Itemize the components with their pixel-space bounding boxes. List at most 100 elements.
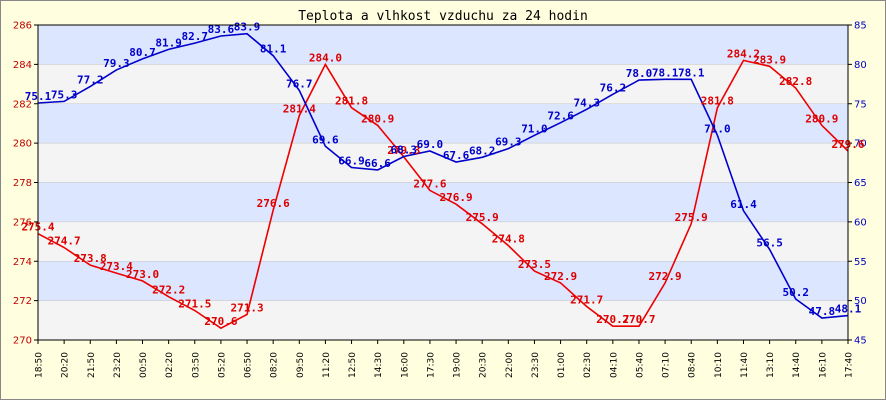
x-tick-label: 17:30 (426, 352, 436, 378)
x-tick-label: 10:10 (714, 352, 724, 378)
x-tick-label: 08:40 (688, 352, 698, 378)
red-data-label: 284.2 (727, 47, 760, 60)
blue-data-label: 81.9 (155, 36, 182, 49)
blue-data-label: 83.9 (234, 21, 261, 34)
x-tick-label: 16:00 (400, 352, 410, 378)
left-tick-label: 274 (13, 257, 32, 268)
left-tick-label: 284 (13, 60, 32, 71)
blue-data-label: 68.3 (391, 144, 418, 157)
x-tick-label: 09:50 (296, 352, 306, 378)
red-data-label: 283.9 (753, 53, 786, 66)
red-data-label: 280.9 (361, 112, 394, 125)
red-data-label: 277.6 (413, 177, 446, 190)
blue-data-label: 72.6 (547, 110, 574, 123)
right-tick-label: 55 (854, 257, 867, 268)
right-tick-label: 85 (854, 21, 867, 32)
red-data-label: 281.8 (335, 95, 368, 108)
x-tick-label: 08:20 (270, 352, 280, 378)
red-data-label: 272.2 (152, 284, 185, 297)
left-tick-label: 286 (13, 21, 32, 32)
red-data-label: 270.7 (622, 313, 655, 326)
x-tick-label: 03:50 (191, 352, 201, 378)
x-tick-label: 17:40 (845, 352, 855, 378)
red-data-label: 281.8 (701, 95, 734, 108)
right-tick-label: 80 (854, 60, 867, 71)
x-tick-label: 21:50 (87, 352, 97, 378)
red-data-label: 273.0 (126, 268, 159, 281)
x-tick-label: 06:50 (244, 352, 254, 378)
blue-series-line (37, 32, 849, 319)
blue-data-label: 79.3 (103, 57, 130, 70)
x-tick-label: 11:20 (322, 352, 332, 378)
blue-data-label: 82.7 (182, 30, 209, 43)
blue-data-label: 80.7 (129, 46, 156, 59)
blue-data-label: 56.5 (756, 236, 783, 249)
red-data-label: 272.9 (649, 270, 682, 283)
red-data-label: 271.5 (178, 297, 211, 310)
x-tick-label: 18:50 (35, 352, 45, 378)
x-tick-label: 11:40 (740, 352, 750, 378)
blue-data-label: 75.3 (51, 88, 78, 101)
blue-data-label: 50.2 (782, 286, 809, 299)
x-tick-label: 13:10 (766, 352, 776, 378)
red-data-label: 281.4 (283, 103, 316, 116)
blue-data-label: 66.6 (364, 157, 391, 170)
left-tick-label: 270 (13, 336, 32, 347)
red-data-label: 273.5 (518, 258, 551, 271)
x-tick-label: 22:00 (505, 352, 515, 378)
x-tick-label: 12:50 (348, 352, 358, 378)
red-data-label: 273.8 (74, 252, 107, 265)
right-axis-ticks: 45 50 55 60 65 70 75 80 85 (848, 21, 867, 347)
x-tick-label: 14:40 (792, 352, 802, 378)
red-data-label: 275.9 (466, 211, 499, 224)
x-tick-label: 16:10 (818, 352, 828, 378)
red-data-label: 274.8 (492, 233, 525, 246)
left-tick-label: 276 (13, 217, 32, 228)
blue-data-label: 71.0 (704, 122, 731, 135)
right-tick-label: 70 (854, 139, 867, 150)
data-labels: 275.4274.7273.8273.4273.0272.2271.5270.6… (21, 21, 864, 329)
blue-data-label: 69.0 (417, 138, 444, 151)
series-lines (37, 32, 849, 330)
plot-bands (37, 24, 849, 341)
red-data-label: 280.9 (805, 112, 838, 125)
blue-data-label: 69.3 (495, 136, 522, 149)
red-data-label: 270.7 (596, 313, 629, 326)
red-data-label: 270.6 (204, 315, 237, 328)
blue-data-label: 83.6 (208, 23, 235, 36)
left-tick-label: 278 (13, 178, 32, 189)
x-tick-label: 05:20 (217, 352, 227, 378)
blue-data-label: 78.0 (626, 67, 653, 80)
x-tick-label: 00:50 (139, 352, 149, 378)
red-data-label: 271.3 (230, 301, 263, 314)
right-tick-label: 65 (854, 178, 867, 189)
red-data-label: 284.0 (309, 51, 342, 64)
x-tick-label: 23:30 (531, 352, 541, 378)
x-tick-label: 20:20 (61, 352, 71, 378)
red-data-label: 276.6 (257, 197, 290, 210)
plot-band (37, 221, 849, 262)
blue-data-label: 67.6 (443, 149, 470, 162)
plot-band (37, 24, 849, 65)
plot-band (37, 103, 849, 144)
blue-data-label: 76.7 (286, 77, 313, 90)
plot-band (37, 300, 849, 341)
red-data-label: 282.8 (779, 75, 812, 88)
blue-data-label: 81.1 (260, 43, 287, 56)
x-tick-label: 02:20 (165, 352, 175, 378)
red-data-label: 279.3 (387, 144, 420, 157)
left-tick-label: 272 (13, 296, 32, 307)
red-data-label: 273.4 (100, 260, 133, 273)
plot-band (37, 142, 849, 183)
blue-data-label: 66.9 (338, 155, 365, 168)
red-data-label: 276.9 (440, 191, 473, 204)
blue-data-label: 68.2 (469, 144, 496, 157)
left-tick-label: 282 (13, 99, 32, 110)
right-tick-label: 60 (854, 217, 867, 228)
red-data-label: 274.7 (48, 234, 81, 247)
x-tick-label: 20:30 (479, 352, 489, 378)
plot-border (37, 24, 849, 341)
plot-band (37, 64, 849, 104)
plot-band (37, 261, 849, 301)
